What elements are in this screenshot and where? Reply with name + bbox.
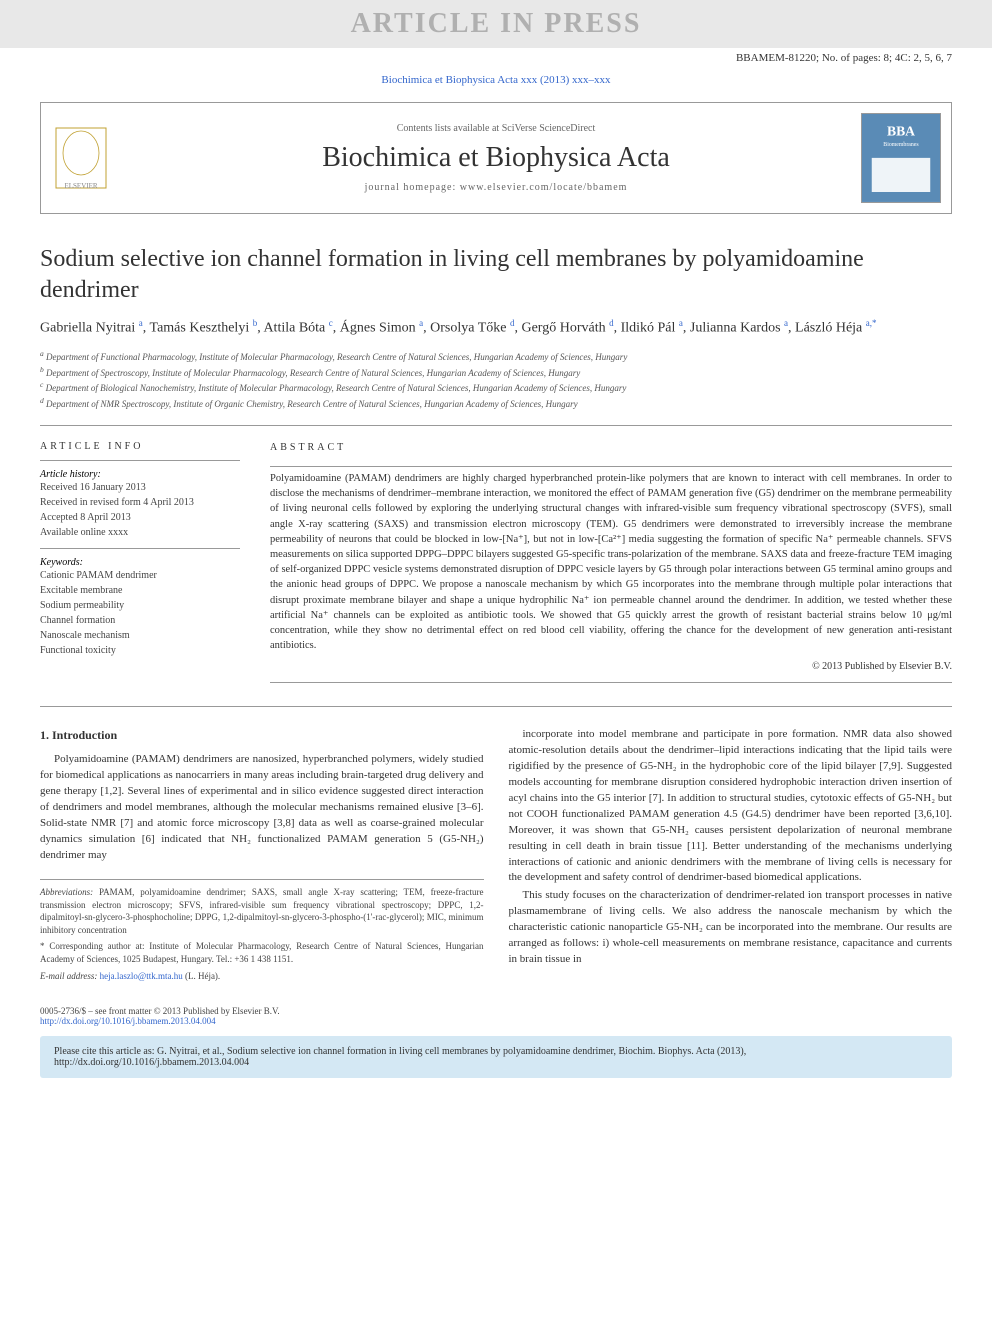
history-item: Accepted 8 April 2013 bbox=[40, 510, 240, 525]
intro-paragraph-3: This study focuses on the characterizati… bbox=[509, 888, 953, 968]
intro-paragraph-2: incorporate into model membrane and part… bbox=[509, 727, 953, 886]
keyword-item: Channel formation bbox=[40, 613, 240, 628]
divider bbox=[40, 706, 952, 707]
journal-name: Biochimica et Biophysica Acta bbox=[131, 142, 861, 174]
intro-paragraph-1: Polyamidoamine (PAMAM) dendrimers are na… bbox=[40, 752, 484, 864]
keywords-label: Keywords: bbox=[40, 557, 240, 568]
copyright-line: © 2013 Published by Elsevier B.V. bbox=[270, 660, 952, 675]
left-column: 1. Introduction Polyamidoamine (PAMAM) d… bbox=[40, 727, 484, 986]
right-column: incorporate into model membrane and part… bbox=[509, 727, 953, 986]
doi-section: 0005-2736/$ – see front matter © 2013 Pu… bbox=[40, 1006, 952, 1026]
email-link[interactable]: heja.laszlo@ttk.mta.hu bbox=[100, 971, 183, 981]
keyword-item: Sodium permeability bbox=[40, 598, 240, 613]
email-label: E-mail address: bbox=[40, 971, 97, 981]
svg-text:Biomembranes: Biomembranes bbox=[883, 142, 919, 148]
footnotes: Abbreviations: PAMAM, polyamidoamine den… bbox=[40, 879, 484, 982]
article-title: Sodium selective ion channel formation i… bbox=[40, 244, 952, 306]
keyword-item: Cationic PAMAM dendrimer bbox=[40, 568, 240, 583]
article-in-press-banner: ARTICLE IN PRESS bbox=[0, 0, 992, 48]
abstract-section: ABSTRACT Polyamidoamine (PAMAM) dendrime… bbox=[270, 441, 952, 691]
history-item: Received in revised form 4 April 2013 bbox=[40, 495, 240, 510]
svg-text:BBA: BBA bbox=[887, 123, 915, 138]
article-info-panel: ARTICLE INFO Article history: Received 1… bbox=[40, 441, 240, 691]
abbreviations-text: PAMAM, polyamidoamine dendrimer; SAXS, s… bbox=[40, 887, 484, 935]
article-info-header: ARTICLE INFO bbox=[40, 441, 240, 452]
history-label: Article history: bbox=[40, 469, 240, 480]
elsevier-logo: ELSEVIER bbox=[51, 123, 111, 193]
document-info: BBAMEM-81220; No. of pages: 8; 4C: 2, 5,… bbox=[0, 48, 992, 68]
keyword-item: Nanoscale mechanism bbox=[40, 628, 240, 643]
svg-text:ELSEVIER: ELSEVIER bbox=[64, 182, 97, 190]
journal-header-box: ELSEVIER Contents lists available at Sci… bbox=[40, 102, 952, 214]
cite-this-article-footer: Please cite this article as: G. Nyitrai,… bbox=[40, 1036, 952, 1078]
abstract-header: ABSTRACT bbox=[270, 441, 952, 456]
section-1-heading: 1. Introduction bbox=[40, 727, 484, 744]
citation-line: Biochimica et Biophysica Acta xxx (2013)… bbox=[0, 68, 992, 92]
abbreviations-label: Abbreviations: bbox=[40, 887, 93, 897]
corresponding-label: * Corresponding author at: bbox=[40, 941, 144, 951]
contents-line: Contents lists available at SciVerse Sci… bbox=[131, 123, 861, 134]
bba-cover-thumbnail: BBA Biomembranes bbox=[861, 113, 941, 203]
email-name: (L. Héja). bbox=[185, 971, 220, 981]
history-item: Received 16 January 2013 bbox=[40, 480, 240, 495]
doi-link[interactable]: http://dx.doi.org/10.1016/j.bbamem.2013.… bbox=[40, 1016, 952, 1026]
keyword-item: Excitable membrane bbox=[40, 583, 240, 598]
issn-line: 0005-2736/$ – see front matter © 2013 Pu… bbox=[40, 1006, 952, 1016]
authors-list: Gabriella Nyitrai a, Tamás Keszthelyi b,… bbox=[40, 318, 952, 337]
abstract-text: Polyamidoamine (PAMAM) dendrimers are hi… bbox=[270, 471, 952, 654]
keyword-item: Functional toxicity bbox=[40, 643, 240, 658]
body-two-column: 1. Introduction Polyamidoamine (PAMAM) d… bbox=[40, 727, 952, 986]
history-item: Available online xxxx bbox=[40, 525, 240, 540]
journal-homepage: journal homepage: www.elsevier.com/locat… bbox=[131, 182, 861, 193]
divider bbox=[40, 425, 952, 426]
affiliations-list: a Department of Functional Pharmacology,… bbox=[40, 349, 952, 410]
